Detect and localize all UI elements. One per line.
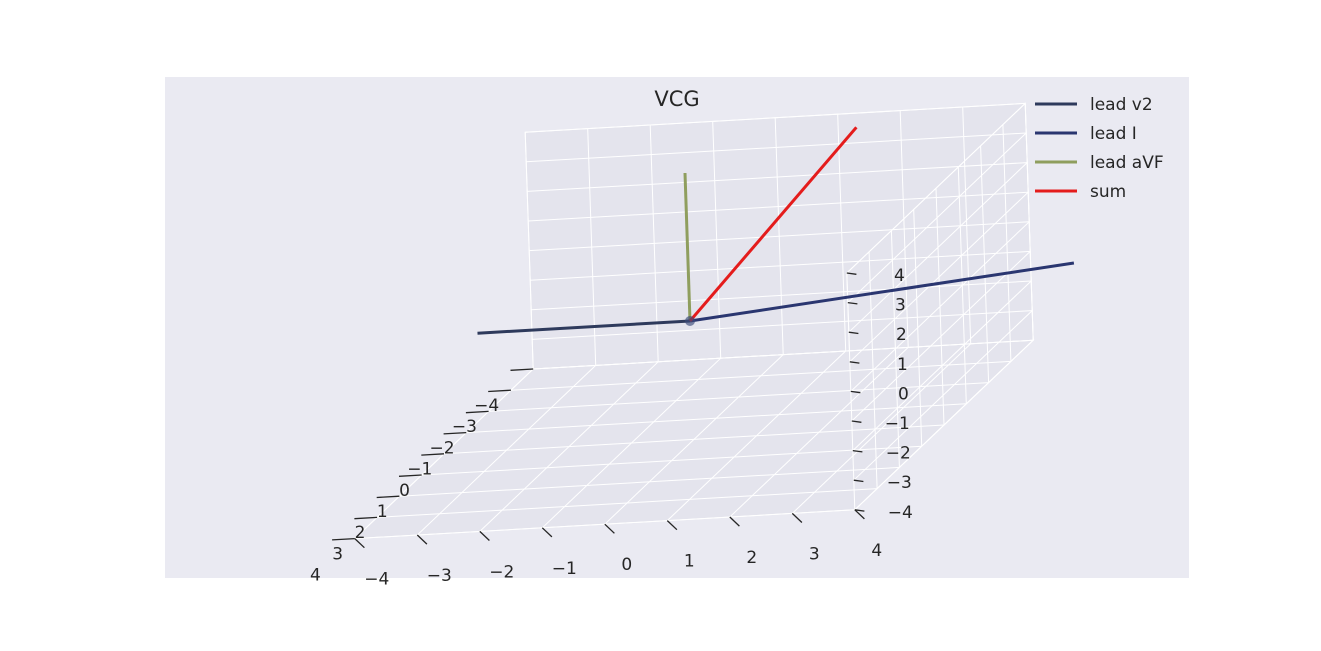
grid-line [526,132,1027,163]
tick-mark [541,527,553,538]
grid-line [604,354,784,525]
z-tick-label: −4 [888,503,913,523]
series-line-sum [688,126,858,322]
legend-label-lead-avf: lead aVF [1090,153,1164,173]
legend-label-lead-i: lead I [1090,124,1137,144]
legend-label-lead-v2: lead v2 [1090,95,1153,115]
tick-mark [332,537,355,541]
tick-mark [465,410,489,414]
x-tick-label: 3 [332,544,343,564]
tick-mark [421,453,445,456]
z-axis-tick-labels: −4 −3 −2 −1 0 1 2 3 4 [885,266,913,523]
grid-line [525,102,1026,133]
tick-mark [851,420,862,423]
z-tick-label: 2 [896,325,907,345]
grid-line [529,221,1030,252]
grid-line [416,365,597,536]
grid-line [532,310,1033,340]
grid-line [853,310,1033,481]
tick-mark [849,361,860,364]
x-tick-label: 0 [399,481,410,501]
grid-line [528,191,1029,222]
grid-line [729,347,909,518]
grid-line [852,280,1032,451]
x-tick-label: 4 [310,566,321,586]
series-line-lead-i [689,261,1075,323]
tick-mark [510,368,534,371]
tick-mark [854,509,865,512]
tick-mark [847,301,858,305]
grid-line [541,357,722,529]
grid-line [849,191,1029,363]
z-tick-label: −2 [886,444,911,464]
tick-mark [853,479,864,483]
x-tick-label: 2 [355,523,366,543]
y-tick-label: −2 [489,562,514,582]
x-tick-label: −4 [474,396,499,416]
grid-line [846,103,1026,274]
grid-line [791,343,972,514]
tick-mark [854,509,865,520]
tick-mark [443,431,467,435]
z-tick-label: −3 [887,473,912,493]
tick-mark [354,538,365,549]
tick-mark [488,389,511,393]
grid-line [479,361,659,532]
series-line-lead-v2 [477,319,691,335]
z-tick-label: 3 [895,296,906,316]
grid-line [848,162,1028,333]
grid-line [850,221,1030,392]
legend-label-sum: sum [1090,182,1126,202]
y-tick-label: 2 [746,548,757,568]
chart-title: VCG [654,87,699,111]
y-tick-label: −3 [427,566,452,586]
grid-line [851,251,1031,422]
y-tick-label: −1 [552,559,577,579]
x-tick-label: −1 [407,460,432,480]
tick-mark [604,523,615,534]
grid-line [531,280,1032,311]
x-tick-label: −3 [452,417,477,437]
series-lines [477,126,1075,335]
z-tick-label: 1 [897,355,908,375]
y-tick-label: 0 [621,555,632,575]
grid-lines [354,102,1034,540]
grid-line [527,162,1028,192]
tick-mark [850,390,861,394]
tick-mark [846,272,857,275]
z-tick-label: 4 [894,266,905,286]
y-tick-label: 3 [809,544,820,564]
tick-mark [416,534,428,545]
origin-marker [685,316,695,326]
tick-mark [376,495,400,499]
tick-mark [729,516,740,527]
tick-mark [398,474,422,477]
tick-mark [791,512,803,523]
y-tick-label: 4 [871,541,882,561]
x-tick-label: 1 [377,502,388,522]
y-tick-label: −4 [364,570,389,590]
series-line-lead-avf [683,172,692,322]
legend: lead v2 lead I lead aVF sum [1035,95,1164,202]
tick-mark [852,449,863,453]
y-axis-tick-labels: −4 −3 −2 −1 0 1 2 3 4 [364,541,882,590]
tick-mark [479,530,490,541]
grid-line [666,350,847,521]
tick-marks [332,272,865,549]
grid-line [533,339,1034,370]
x-tick-label: −2 [430,438,455,458]
grid-line [847,132,1027,303]
tick-mark [354,516,378,520]
z-tick-label: −1 [885,414,910,434]
y-tick-label: 1 [684,552,695,572]
grid-line [854,339,1034,511]
tick-mark [666,520,678,531]
z-tick-label: 0 [898,384,909,404]
tick-mark [848,331,859,335]
grid-line [530,250,1031,281]
